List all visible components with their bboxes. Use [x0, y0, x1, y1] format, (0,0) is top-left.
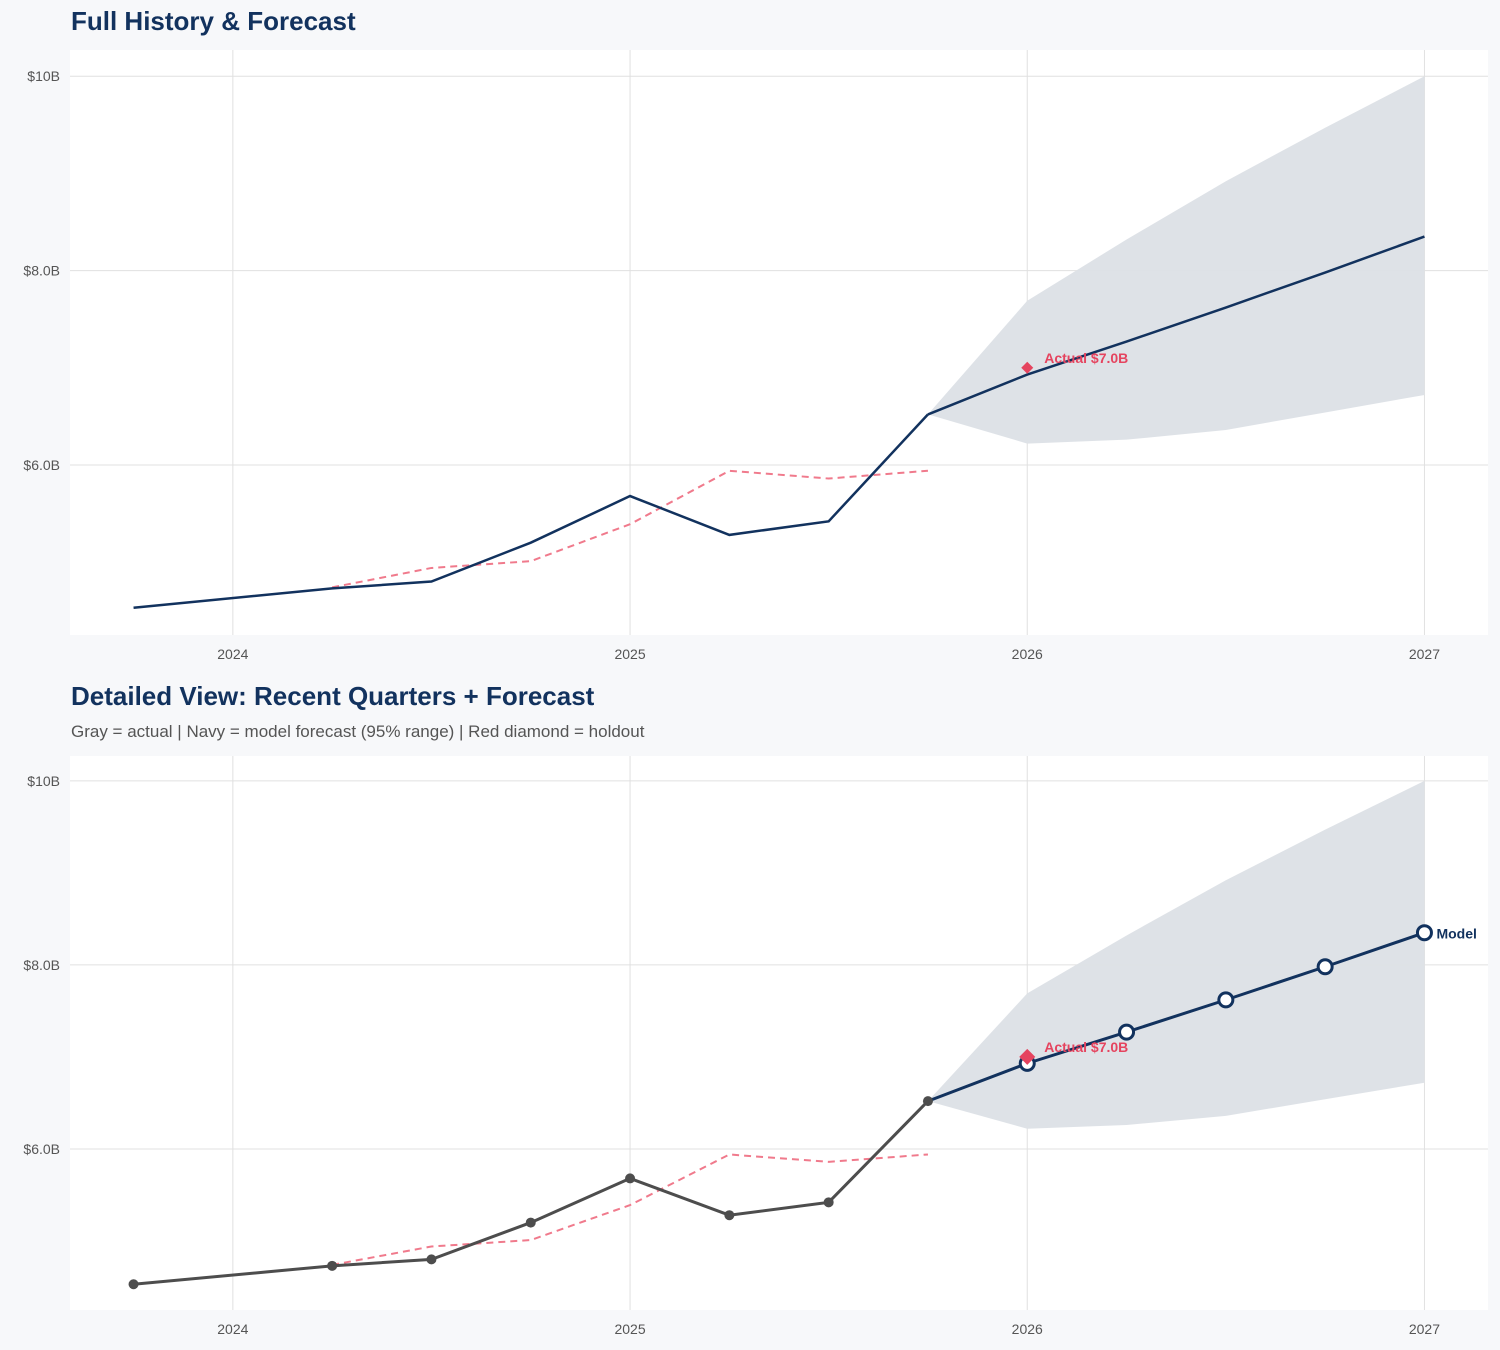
forecast-end-label: Model — [1436, 926, 1476, 942]
x-tick-label: 2026 — [1012, 646, 1043, 662]
y-tick-label: $8.0B — [23, 263, 60, 279]
holdout-label: Actual $7.0B — [1044, 350, 1128, 366]
dashed-line — [331, 469, 929, 589]
history-line — [133, 1100, 930, 1286]
forecast-point — [1217, 991, 1235, 1009]
x-tick-label: 2025 — [614, 646, 645, 662]
x-tick-label: 2024 — [217, 1321, 248, 1337]
y-tick-label: $6.0B — [23, 1141, 60, 1157]
holdout-label: Actual $7.0B — [1044, 1039, 1128, 1055]
dashed-line — [331, 1153, 929, 1266]
history-point — [525, 1217, 536, 1228]
history-point — [625, 1173, 636, 1184]
forecast-line — [927, 235, 1425, 416]
history-point — [426, 1254, 437, 1265]
history-point — [922, 1096, 933, 1107]
x-tick-label: 2025 — [614, 1321, 645, 1337]
history-point — [823, 1197, 834, 1208]
confidence-band — [927, 780, 1425, 1129]
y-tick-label: $10B — [27, 773, 60, 789]
y-tick-label: $8.0B — [23, 957, 60, 973]
history-point — [724, 1210, 735, 1221]
y-tick-label: $10B — [27, 68, 60, 84]
history-line — [133, 413, 929, 610]
forecast-point — [1316, 958, 1334, 976]
x-tick-label: 2026 — [1012, 1321, 1043, 1337]
chart-title-1: Full History & Forecast — [71, 6, 356, 36]
history-point — [327, 1260, 338, 1271]
chart-title-2: Detailed View: Recent Quarters + Forecas… — [71, 681, 595, 711]
forecast-line — [927, 931, 1425, 1103]
forecast-point — [1118, 1023, 1136, 1041]
chart-subtitle-2: Gray = actual | Navy = model forecast (9… — [71, 722, 645, 741]
confidence-band — [927, 76, 1425, 444]
x-tick-label: 2027 — [1409, 646, 1440, 662]
forecast-point — [1415, 924, 1433, 942]
y-tick-label: $6.0B — [23, 457, 60, 473]
history-point — [128, 1279, 139, 1290]
chart-full-history: $6.0B $8.0B $10B 2024 2025 2026 2027 Actual $7.… — [23, 50, 1488, 662]
x-tick-label: 2024 — [217, 646, 248, 662]
holdout-diamond — [1019, 1048, 1036, 1065]
x-tick-label: 2027 — [1409, 1321, 1440, 1337]
holdout-diamond — [1021, 361, 1034, 374]
